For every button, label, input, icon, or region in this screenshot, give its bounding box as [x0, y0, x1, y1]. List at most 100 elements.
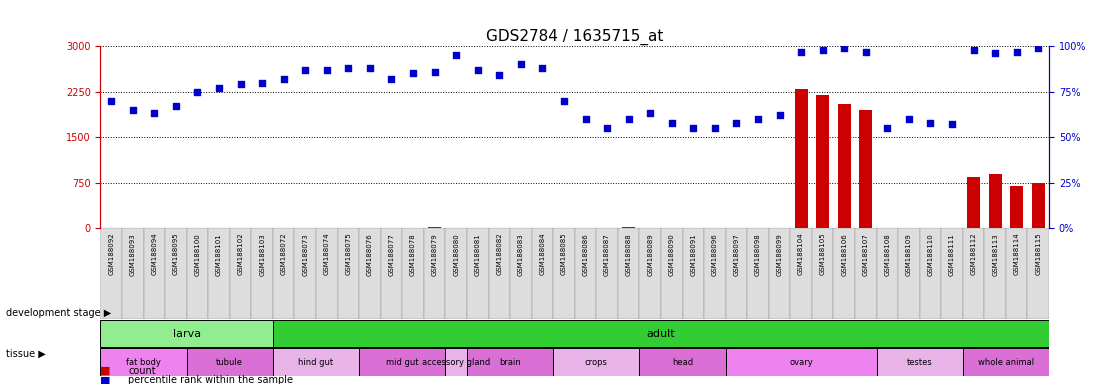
Bar [359, 348, 445, 376]
Text: GSM188103: GSM188103 [259, 233, 266, 276]
Bar [100, 320, 273, 347]
Point [577, 116, 595, 122]
Text: GSM188075: GSM188075 [345, 233, 352, 275]
Text: GSM188107: GSM188107 [863, 233, 868, 276]
Point [598, 125, 616, 131]
Point [663, 119, 681, 126]
Text: adult: adult [646, 329, 675, 339]
Point [835, 45, 853, 51]
Point [167, 103, 185, 109]
Text: GSM188088: GSM188088 [626, 233, 632, 276]
Text: GSM188113: GSM188113 [992, 233, 998, 276]
Text: GSM188111: GSM188111 [949, 233, 955, 276]
Text: whole animal: whole animal [978, 358, 1035, 367]
Text: GSM188093: GSM188093 [129, 233, 136, 276]
Bar [623, 227, 635, 228]
Text: GSM188083: GSM188083 [518, 233, 523, 276]
Text: GSM188080: GSM188080 [453, 233, 459, 276]
Text: GSM188092: GSM188092 [108, 233, 114, 275]
Point [555, 98, 573, 104]
Bar [989, 174, 1002, 228]
Bar [639, 348, 725, 376]
Point [987, 50, 1004, 56]
Bar [359, 228, 381, 319]
Text: hind gut: hind gut [298, 358, 334, 367]
Bar [748, 228, 769, 319]
Bar [1010, 186, 1023, 228]
Text: GSM188115: GSM188115 [1036, 233, 1041, 275]
Text: GSM188110: GSM188110 [927, 233, 933, 276]
Bar [838, 104, 850, 228]
Bar [251, 228, 273, 319]
Bar [704, 228, 725, 319]
Bar [273, 228, 295, 319]
Point [253, 79, 271, 86]
Bar [855, 228, 876, 319]
Text: GSM188108: GSM188108 [884, 233, 891, 276]
Text: fat body: fat body [126, 358, 161, 367]
Text: GSM188089: GSM188089 [647, 233, 653, 276]
Point [706, 125, 724, 131]
Text: GSM188094: GSM188094 [152, 233, 157, 275]
Bar [725, 228, 748, 319]
Text: count: count [128, 366, 156, 376]
Text: GSM188114: GSM188114 [1013, 233, 1020, 275]
Bar [273, 320, 1049, 347]
Text: GSM188081: GSM188081 [474, 233, 481, 276]
Bar [683, 228, 704, 319]
Bar [920, 228, 941, 319]
Bar [122, 228, 144, 319]
Bar [963, 348, 1049, 376]
Bar [1032, 183, 1045, 228]
Bar [816, 95, 829, 228]
Text: GSM188098: GSM188098 [756, 233, 761, 276]
Bar [489, 228, 510, 319]
Text: GSM188072: GSM188072 [281, 233, 287, 275]
Bar [554, 228, 575, 319]
Bar [795, 89, 808, 228]
Point [964, 46, 982, 53]
Point [210, 85, 228, 91]
Title: GDS2784 / 1635715_at: GDS2784 / 1635715_at [487, 28, 663, 45]
Bar [575, 228, 596, 319]
Bar [984, 228, 1006, 319]
Bar [186, 348, 273, 376]
Bar [859, 110, 873, 228]
Text: GSM188091: GSM188091 [691, 233, 696, 276]
Point [297, 67, 315, 73]
Text: testes: testes [907, 358, 933, 367]
Text: accessory gland: accessory gland [422, 358, 490, 367]
Bar [273, 348, 359, 376]
Bar [639, 228, 661, 319]
Point [318, 67, 336, 73]
Bar [186, 228, 209, 319]
Bar [100, 228, 122, 319]
Bar [424, 228, 445, 319]
Bar [876, 348, 963, 376]
Bar [338, 228, 359, 319]
Point [642, 111, 660, 117]
Point [792, 48, 810, 55]
Point [103, 98, 121, 104]
Bar [144, 228, 165, 319]
Text: ■: ■ [100, 366, 110, 376]
Text: ■: ■ [100, 375, 110, 384]
Bar [402, 228, 424, 319]
Bar [445, 348, 466, 376]
Bar [834, 228, 855, 319]
Text: GSM188085: GSM188085 [561, 233, 567, 275]
Point [490, 72, 508, 78]
Point [189, 89, 206, 95]
Bar [876, 228, 898, 319]
Text: GSM188106: GSM188106 [841, 233, 847, 276]
Point [232, 81, 250, 88]
Point [425, 68, 443, 74]
Point [771, 112, 789, 118]
Point [814, 46, 831, 53]
Point [1029, 45, 1047, 51]
Bar [968, 177, 980, 228]
Point [469, 67, 487, 73]
Point [512, 61, 530, 67]
Bar [725, 348, 876, 376]
Point [124, 107, 142, 113]
